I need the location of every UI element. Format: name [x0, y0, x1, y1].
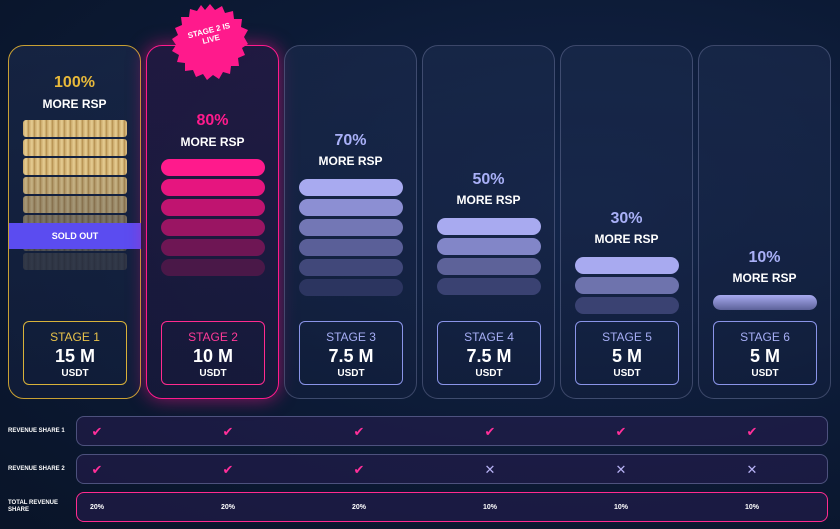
stage-6-bars — [713, 295, 817, 313]
revenue-share-1-row: ✔ ✔ ✔ ✔ ✔ ✔ — [76, 416, 828, 446]
stage-2-currency: USDT — [199, 368, 227, 379]
check-icon: ✔ — [222, 424, 234, 439]
revenue-share-2-row: ✔ ✔ ✔ ✕ ✕ ✕ — [76, 454, 828, 484]
stage-5-card: 30% MORE RSP STAGE 5 5 M USDT — [560, 45, 693, 399]
stage-3-amount: 7.5 M — [328, 346, 374, 366]
stage-6-box: STAGE 6 5 M USDT — [713, 321, 817, 385]
stage-3-label: STAGE 3 — [326, 330, 376, 344]
stage-4-percent: 50% — [472, 171, 505, 188]
stage-5-currency: USDT — [613, 368, 641, 379]
stage-6-more: MORE RSP — [732, 271, 797, 285]
stage-5-bars — [575, 257, 679, 317]
stage-1-box: STAGE 1 15 M USDT — [23, 321, 127, 385]
check-icon: ✔ — [615, 424, 627, 439]
stage-6-card: 10% MORE RSP STAGE 6 5 M USDT — [698, 45, 831, 399]
stage-3-card: 70% MORE RSP STAGE 3 7.5 M USDT — [284, 45, 417, 399]
check-icon: ✔ — [91, 424, 103, 439]
total-share-value: 10% — [482, 504, 497, 511]
stage-2-amount: 10 M — [192, 346, 234, 366]
stage-5-label: STAGE 5 — [602, 330, 652, 344]
stage-6-amount: 5 M — [749, 346, 780, 366]
stage-4-box: STAGE 4 7.5 M USDT — [437, 321, 541, 385]
stage-3-bars — [299, 179, 403, 299]
check-icon: ✔ — [353, 462, 365, 477]
stage-1-more: MORE RSP — [42, 97, 107, 111]
stage-2-card: 80% MORE RSP STAGE 2 10 M USDT — [146, 45, 279, 399]
stage-4-amount: 7.5 M — [466, 346, 512, 366]
stage-1-card: 100% MORE RSP SOLD OUT STAGE 1 15 M USDT — [8, 45, 141, 399]
row-label-total-revenue-share: TOTAL REVENUE SHARE — [8, 500, 59, 513]
total-share-value: 10% — [613, 504, 628, 511]
row-label-revenue-share-2: REVENUE SHARE 2 — [8, 466, 65, 472]
stage-2-box: STAGE 2 10 M USDT — [161, 321, 265, 385]
cross-icon: ✕ — [484, 462, 496, 477]
stage-3-currency: USDT — [337, 368, 365, 379]
stage-6-label: STAGE 6 — [740, 330, 790, 344]
stage-3-box: STAGE 3 7.5 M USDT — [299, 321, 403, 385]
check-icon: ✔ — [484, 424, 496, 439]
stage-1-currency: USDT — [61, 368, 89, 379]
stage-4-card: 50% MORE RSP STAGE 4 7.5 M USDT — [422, 45, 555, 399]
cross-icon: ✕ — [746, 462, 758, 477]
stage-2-percent: 80% — [196, 112, 229, 129]
stage-3-more: MORE RSP — [318, 154, 383, 168]
stage-5-box: STAGE 5 5 M USDT — [575, 321, 679, 385]
live-badge-icon — [172, 4, 248, 80]
stage-1-coin-stack — [23, 120, 127, 272]
stage-3-percent: 70% — [334, 132, 367, 149]
stage-1-amount: 15 M — [54, 346, 96, 366]
check-icon: ✔ — [91, 462, 103, 477]
stage-4-label: STAGE 4 — [464, 330, 514, 344]
total-share-value: 20% — [351, 504, 366, 511]
sold-out-banner: SOLD OUT — [9, 223, 141, 249]
stage-4-bars — [437, 218, 541, 298]
stage-2-more: MORE RSP — [180, 135, 245, 149]
total-revenue-share-row: 20% 20% 20% 10% 10% 10% — [76, 492, 828, 522]
stage-5-more: MORE RSP — [594, 232, 659, 246]
stage-6-currency: USDT — [751, 368, 779, 379]
check-icon: ✔ — [746, 424, 758, 439]
check-icon: ✔ — [222, 462, 234, 477]
check-icon: ✔ — [353, 424, 365, 439]
stage-2-bars — [161, 159, 265, 279]
total-share-value: 10% — [744, 504, 759, 511]
row-label-revenue-share-1: REVENUE SHARE 1 — [8, 428, 65, 434]
stage-2-label: STAGE 2 — [188, 330, 238, 344]
total-share-value: 20% — [220, 504, 235, 511]
cross-icon: ✕ — [615, 462, 627, 477]
stage-4-currency: USDT — [475, 368, 503, 379]
stage-1-percent: 100% — [54, 74, 95, 91]
stage-5-amount: 5 M — [611, 346, 642, 366]
total-share-value: 20% — [89, 504, 104, 511]
stage-6-percent: 10% — [748, 249, 781, 266]
stage-4-more: MORE RSP — [456, 193, 521, 207]
stage-1-label: STAGE 1 — [50, 330, 100, 344]
stage-5-percent: 30% — [610, 210, 643, 227]
